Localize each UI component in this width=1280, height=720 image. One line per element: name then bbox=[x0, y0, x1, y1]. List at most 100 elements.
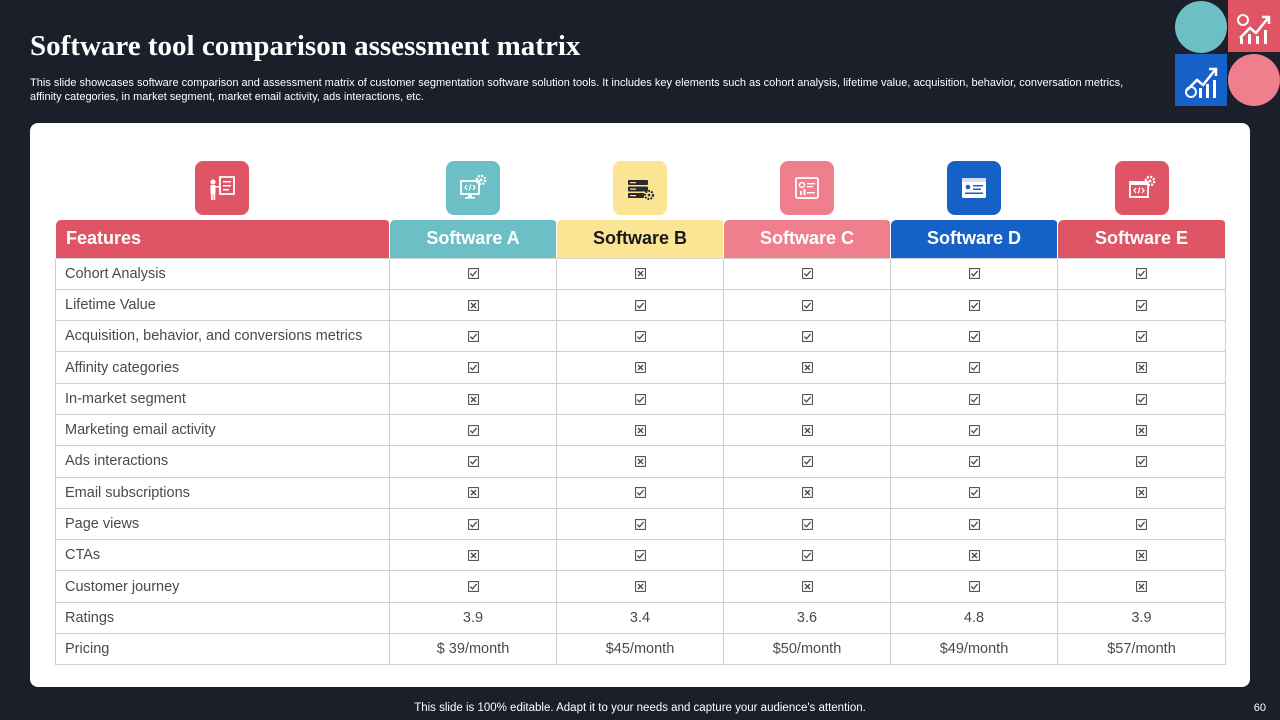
checkbox-checked-icon bbox=[634, 518, 646, 530]
checkbox-checked-icon bbox=[801, 456, 813, 467]
checkbox-checked-icon bbox=[467, 331, 479, 342]
checkbox-checked-icon bbox=[801, 518, 813, 530]
column-header-software-b: Software B bbox=[556, 220, 724, 258]
cell-check bbox=[556, 382, 724, 415]
checkbox-checked-icon bbox=[801, 550, 813, 561]
checkbox-checked-icon bbox=[801, 393, 813, 405]
column-header-software-d: Software D bbox=[890, 220, 1058, 258]
cell-check bbox=[890, 507, 1058, 541]
code-browser-gear-icon bbox=[1115, 161, 1169, 215]
table-row: Ads interactions bbox=[55, 445, 1226, 478]
cell-cross bbox=[389, 476, 557, 509]
cell-check bbox=[556, 320, 724, 353]
table-row: Page views bbox=[55, 507, 1226, 541]
table-row: In-market segment bbox=[55, 382, 1226, 415]
cell-check bbox=[389, 257, 557, 290]
cell-check bbox=[389, 445, 557, 478]
feature-label: Customer journey bbox=[55, 570, 390, 603]
checkbox-checked-icon bbox=[634, 331, 646, 342]
checkbox-checked-icon bbox=[968, 268, 980, 280]
cell-cross bbox=[389, 382, 557, 415]
table-row: Customer journey bbox=[55, 570, 1226, 603]
cell-value: 4.8 bbox=[890, 601, 1058, 635]
cell-check bbox=[389, 320, 557, 353]
cell-cross bbox=[1057, 476, 1226, 509]
cell-value: $ 39/month bbox=[389, 633, 557, 666]
feature-label: Cohort Analysis bbox=[55, 257, 390, 290]
checkbox-checked-icon bbox=[968, 424, 980, 436]
cell-cross bbox=[556, 257, 724, 290]
table-row: Cohort Analysis bbox=[55, 257, 1226, 290]
cell-check bbox=[890, 413, 1058, 447]
checkbox-checked-icon bbox=[634, 487, 646, 499]
checkbox-checked-icon bbox=[467, 424, 479, 436]
cell-check bbox=[723, 445, 891, 478]
features-header: Features bbox=[55, 220, 390, 258]
checkbox-crossed-icon bbox=[1136, 581, 1147, 593]
matrix-body: Cohort Analysis Lifetime Value Acquisition… bbox=[55, 257, 1226, 666]
feature-label: Marketing email activity bbox=[55, 413, 390, 447]
cell-check bbox=[389, 570, 557, 603]
checkbox-checked-icon bbox=[801, 268, 813, 280]
cell-cross bbox=[556, 413, 724, 447]
slide-subtitle: This slide showcases software comparison… bbox=[30, 77, 1124, 103]
cell-check bbox=[556, 288, 724, 322]
cell-check bbox=[890, 320, 1058, 353]
cell-check bbox=[1057, 288, 1226, 322]
feature-label: Page views bbox=[55, 507, 390, 541]
server-gear-icon bbox=[613, 161, 667, 215]
cell-check bbox=[723, 288, 891, 322]
cell-check bbox=[1057, 507, 1226, 541]
checkbox-checked-icon bbox=[467, 581, 479, 593]
table-row: Lifetime Value bbox=[55, 288, 1226, 322]
feature-label: Pricing bbox=[55, 633, 390, 666]
cell-value: $45/month bbox=[556, 633, 724, 666]
presenter-board-icon bbox=[195, 161, 249, 215]
checkbox-crossed-icon bbox=[634, 581, 646, 593]
decorative-teal-circle bbox=[1175, 1, 1227, 53]
table-row: Email subscriptions bbox=[55, 476, 1226, 509]
dashboard-icon bbox=[780, 161, 834, 215]
cell-check bbox=[556, 507, 724, 541]
footer-note: This slide is 100% editable. Adapt it to… bbox=[414, 702, 866, 714]
cell-value: $50/month bbox=[723, 633, 891, 666]
checkbox-checked-icon bbox=[1136, 299, 1147, 311]
checkbox-crossed-icon bbox=[801, 424, 813, 436]
cell-cross bbox=[556, 570, 724, 603]
cell-cross bbox=[389, 288, 557, 322]
cell-cross bbox=[890, 539, 1058, 572]
checkbox-crossed-icon bbox=[801, 581, 813, 593]
browser-window-icon bbox=[947, 161, 1001, 215]
checkbox-checked-icon bbox=[634, 299, 646, 311]
table-row: Acquisition, behavior, and conversions m… bbox=[55, 320, 1226, 353]
checkbox-checked-icon bbox=[968, 487, 980, 499]
checkbox-checked-icon bbox=[1136, 518, 1147, 530]
cell-cross bbox=[1057, 539, 1226, 572]
table-row: CTAs bbox=[55, 539, 1226, 572]
cell-value: $57/month bbox=[1057, 633, 1226, 666]
cell-check bbox=[890, 476, 1058, 509]
cell-check bbox=[1057, 445, 1226, 478]
checkbox-crossed-icon bbox=[467, 487, 479, 499]
cell-check bbox=[723, 320, 891, 353]
checkbox-crossed-icon bbox=[634, 456, 646, 467]
cell-value: 3.9 bbox=[1057, 601, 1226, 635]
feature-label: Acquisition, behavior, and conversions m… bbox=[55, 320, 390, 353]
cell-cross bbox=[556, 445, 724, 478]
cell-value: 3.6 bbox=[723, 601, 891, 635]
checkbox-checked-icon bbox=[1136, 268, 1147, 280]
decorative-growth-chart-icon-blue bbox=[1175, 54, 1227, 106]
checkbox-checked-icon bbox=[968, 456, 980, 467]
checkbox-crossed-icon bbox=[968, 550, 980, 561]
checkbox-checked-icon bbox=[968, 299, 980, 311]
cell-cross bbox=[723, 570, 891, 603]
feature-label: CTAs bbox=[55, 539, 390, 572]
decorative-pink-circle bbox=[1228, 54, 1280, 106]
feature-label: Ratings bbox=[55, 601, 390, 635]
cell-check bbox=[389, 351, 557, 384]
cell-cross bbox=[1057, 570, 1226, 603]
checkbox-checked-icon bbox=[467, 268, 479, 280]
